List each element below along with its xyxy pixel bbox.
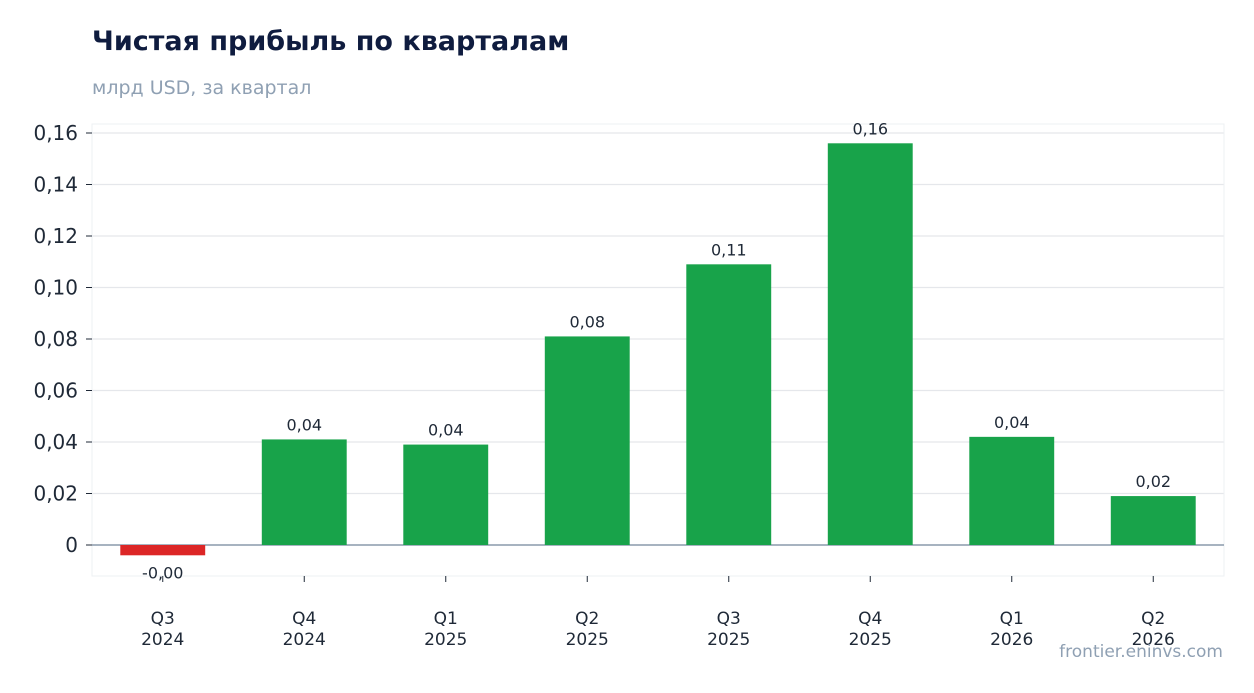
data-label: 0,04 [428,421,464,440]
x-tick-label-year: 2026 [1132,630,1175,650]
x-tick-label: Q3 [151,609,175,629]
data-label: 0,11 [711,240,747,259]
labels: -0,00Q320240,04Q420240,04Q120250,08Q2202… [141,119,1175,650]
x-tick-label: Q4 [292,609,316,629]
x-tick-label-year: 2025 [424,630,467,650]
y-tick-label: 0,12 [33,224,78,248]
plot-frame [91,123,1225,577]
bar [403,444,489,545]
y-tick-label: 0,14 [33,173,78,197]
x-tick-label: Q2 [1141,609,1165,629]
x-tick-label: Q3 [717,609,741,629]
bars [120,143,1196,556]
data-label: 0,08 [569,312,605,331]
data-label: 0,02 [1135,472,1171,491]
y-tick-label: 0 [65,533,78,557]
x-tick-label: Q4 [858,609,882,629]
data-label: 0,16 [852,119,888,138]
x-tick-label-year: 2025 [849,630,892,650]
data-label: 0,04 [994,413,1030,432]
x-tick-label: Q2 [575,609,599,629]
x-tick-label: Q1 [434,609,458,629]
data-label: 0,04 [286,415,322,434]
y-tick-label: 0,16 [33,121,78,145]
bar [544,336,630,545]
bar [686,264,772,545]
y-tick-label: 0,08 [33,327,78,351]
x-tick-label-year: 2026 [990,630,1033,650]
y-tick-label: 0,10 [33,276,78,300]
y-tick-label: 0,06 [33,379,78,403]
bar [969,436,1055,545]
watermark: frontier.eninvs.com [1059,642,1223,662]
x-tick-label-year: 2025 [566,630,609,650]
chart-title: Чистая прибыль по кварталам [92,26,570,57]
chart-subtitle: млрд USD, за квартал [92,77,312,99]
data-label: -0,00 [142,563,183,582]
axes: 0 0,02 0,04 0,06 0,08 0,10 0,12 0,14 0,16 [33,121,1225,582]
y-tick-label: 0,02 [33,482,78,506]
x-tick-label-year: 2024 [283,630,326,650]
bar [827,143,913,546]
bar [1110,496,1196,545]
x-tick-label-year: 2025 [707,630,750,650]
bar [120,545,206,556]
bar [261,439,347,545]
x-tick-label-year: 2024 [141,630,184,650]
x-tick-label: Q1 [1000,609,1024,629]
y-tick-label: 0,04 [33,430,78,454]
